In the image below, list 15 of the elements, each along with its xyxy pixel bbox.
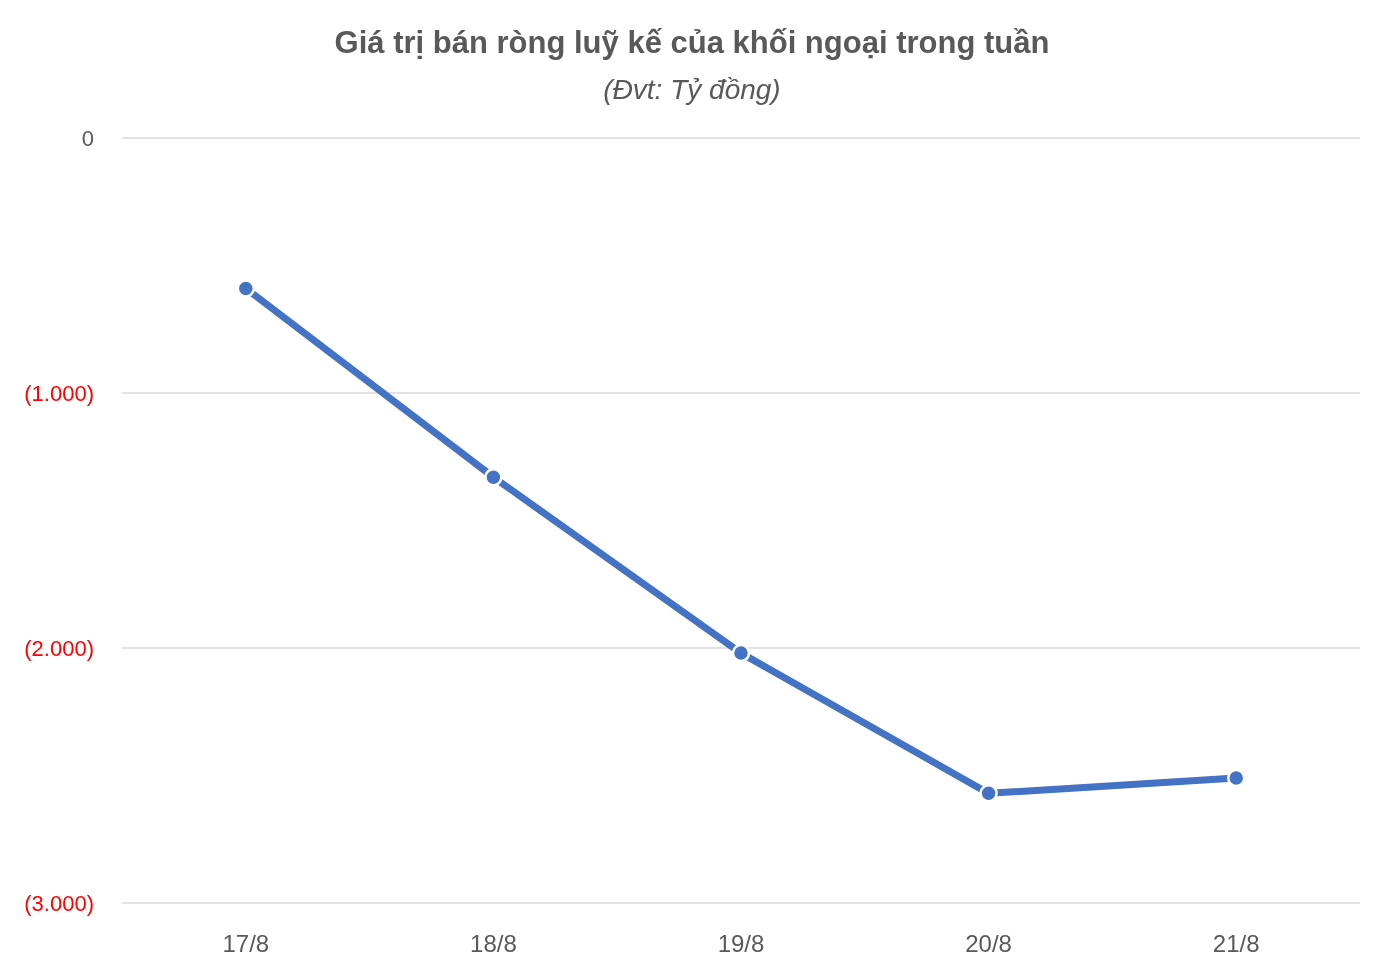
point	[1226, 768, 1246, 788]
y-tick-label: (3.000)	[24, 890, 94, 916]
x-tick-label: 17/8	[222, 930, 270, 958]
point	[484, 467, 503, 487]
y-tick-label: (1.000)	[24, 380, 94, 406]
chart-title: Giá trị bán ròng luỹ kế của khối ngoại trong tuần	[334, 25, 1050, 60]
y-tick-label: 0	[81, 125, 94, 151]
x-tick-label: 21/8	[1212, 930, 1260, 958]
chart-subtitle: (Đvt: Tỷ đồng)	[603, 74, 781, 105]
y-tick-label: (2.000)	[24, 635, 94, 661]
point	[731, 643, 751, 663]
x-tick-label: 20/8	[965, 930, 1012, 958]
x-tick-label: 18/8	[470, 930, 517, 958]
point	[236, 279, 256, 298]
x-tick-label: 19/8	[717, 930, 765, 958]
